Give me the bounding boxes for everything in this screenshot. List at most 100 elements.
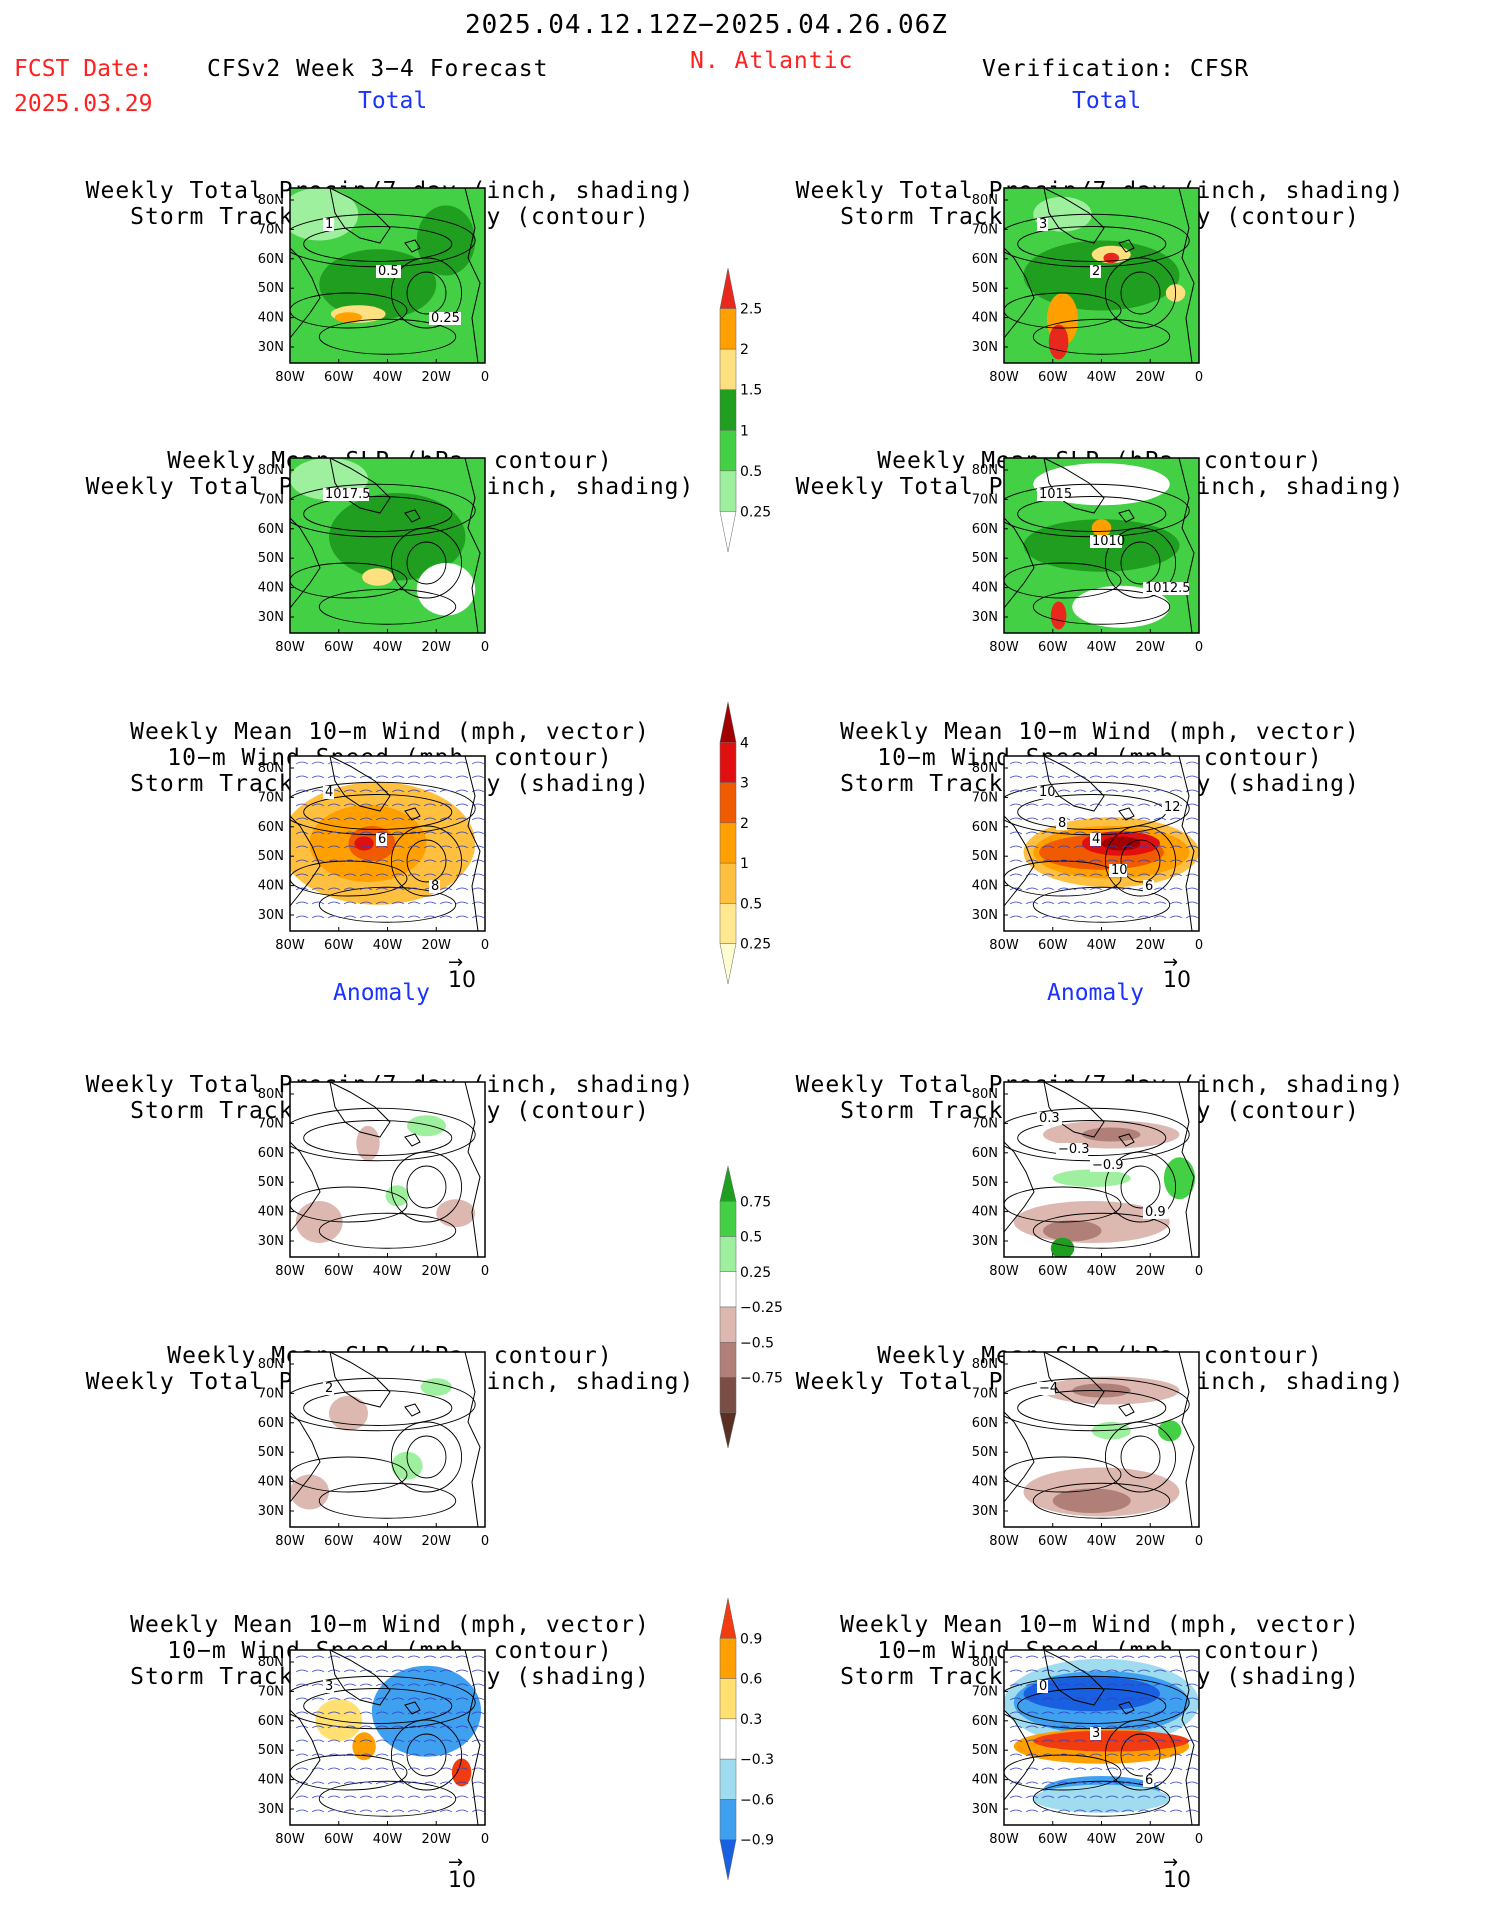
wind-vector: [407, 761, 421, 765]
contour-label: 12: [1164, 800, 1181, 815]
wind-vector: [375, 1683, 389, 1687]
wind-vector: [295, 845, 309, 849]
wind-vector: [1073, 887, 1087, 891]
wind-vector: [1009, 1697, 1023, 1701]
colorbar-label: 1: [740, 423, 749, 439]
wind-vector: [327, 831, 341, 835]
lat-label: 70N: [972, 1386, 998, 1401]
wind-vector: [311, 1683, 325, 1687]
wind-vector: [327, 1753, 341, 1757]
wind-vector: [343, 1683, 357, 1687]
wind-vector: [455, 901, 469, 905]
wind-vector: [391, 1767, 405, 1771]
map-panel-vf-anom-wind: 80N 70N 60N 50N 40N 30N 80W 60W 40W 20W 0 0 3 6: [959, 1640, 1214, 1859]
contour-line: [390, 1719, 463, 1791]
wind-vector: [391, 1683, 405, 1687]
wind-vector: [1185, 873, 1199, 877]
lon-label: 40W: [373, 370, 403, 385]
lat-label: 60N: [972, 1416, 998, 1431]
map-svg: 80N 70N 60N 50N 40N 30N 80W 60W 40W 20W 0 0 3 6: [972, 1649, 1203, 1847]
lat-label: 60N: [258, 1416, 284, 1431]
wind-vector: [471, 887, 485, 891]
wind-vector: [1105, 845, 1119, 849]
wind-vector: [1121, 803, 1135, 807]
wind-vector: [343, 1669, 357, 1673]
shading-region: [1050, 1237, 1075, 1257]
wind-vector: [1153, 1725, 1167, 1729]
wind-vector: [311, 1795, 325, 1799]
wind-vector: [359, 1739, 373, 1743]
wind-vector: [407, 1683, 421, 1687]
coastline: [1004, 247, 1035, 339]
coastline: [1178, 1650, 1195, 1825]
contour-label: 3: [1039, 217, 1047, 232]
vector-ref-fc-anom: → 10: [448, 1854, 476, 1894]
wind-vector: [375, 887, 389, 891]
wind-vector: [1185, 1711, 1199, 1715]
lon-label: 0: [1195, 938, 1203, 953]
wind-vector: [1185, 775, 1199, 779]
wind-vector: [311, 775, 325, 779]
wind-vector: [1169, 1711, 1183, 1715]
shading-region: [1048, 324, 1069, 360]
contour-label-bg: [1090, 1727, 1101, 1740]
shading-region: [319, 249, 437, 320]
wind-vector: [1121, 1809, 1135, 1813]
wind-vector: [327, 859, 341, 863]
lat-label: 50N: [972, 1743, 998, 1758]
wind-vector: [1121, 845, 1135, 849]
wind-vector: [1169, 1739, 1183, 1743]
wind-vector: [1105, 1739, 1119, 1743]
wind-vector: [439, 775, 453, 779]
wind-vector: [343, 1767, 357, 1771]
wind-vector: [1009, 845, 1023, 849]
lat-label: 50N: [258, 1743, 284, 1758]
wind-vector: [391, 831, 405, 835]
wind-vector: [471, 901, 485, 905]
coastline: [290, 247, 321, 339]
wind-vector: [423, 817, 437, 821]
contour-label-bg: [1037, 218, 1048, 231]
wind-vector: [1169, 873, 1183, 877]
map-svg: 80N 70N 60N 50N 40N 30N 80W 60W 40W 20W 0 1017.5: [258, 457, 489, 655]
wind-vector: [1137, 831, 1151, 835]
contour-line: [303, 1120, 453, 1156]
wind-vector: [375, 789, 389, 793]
wind-vector: [1009, 1683, 1023, 1687]
contour-label: 3: [1092, 1726, 1100, 1741]
wind-vector: [375, 873, 389, 877]
coastline: [1118, 239, 1135, 253]
lat-label: 80N: [258, 761, 284, 776]
map-svg: 80N 70N 60N 50N 40N 30N 80W 60W 40W 20W 0 0.3 −0.9 0.…: [972, 1081, 1203, 1279]
wind-vector: [1121, 1767, 1135, 1771]
wind-vector: [1121, 775, 1135, 779]
shading-region: [1052, 1169, 1131, 1187]
lat-label: 50N: [258, 1445, 284, 1460]
region-title: N. Atlantic: [690, 48, 854, 74]
wind-vector: [423, 775, 437, 779]
verification-title: Verification: CFSR: [982, 56, 1250, 82]
wind-vector: [343, 789, 357, 793]
wind-vector: [343, 817, 357, 821]
wind-vector: [1057, 803, 1071, 807]
wind-vector: [295, 887, 309, 891]
wind-vector: [1073, 831, 1087, 835]
wind-vector: [343, 873, 357, 877]
wind-vector: [455, 1767, 469, 1771]
wind-vector: [455, 803, 469, 807]
wind-vector: [423, 1697, 437, 1701]
lat-label: 70N: [258, 492, 284, 507]
contour-line: [1032, 318, 1171, 355]
lon-label: 60W: [1038, 1832, 1068, 1847]
wind-vector: [343, 1725, 357, 1729]
shading-region: [416, 205, 476, 276]
shading-region: [362, 568, 394, 586]
colorbar-segment: [719, 1799, 737, 1840]
lat-label: 40N: [258, 879, 284, 894]
wind-vector: [1009, 859, 1023, 863]
wind-vector: [375, 1767, 389, 1771]
contour-label: 4: [325, 785, 333, 800]
lon-label: 0: [481, 938, 489, 953]
shading-region: [290, 188, 359, 241]
wind-vector: [423, 761, 437, 765]
